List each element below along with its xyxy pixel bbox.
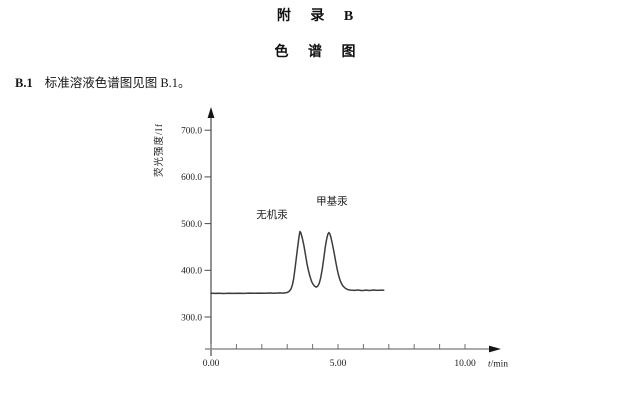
y-axis-label: 荧光强度/If <box>153 123 165 177</box>
x-axis-arrow-icon <box>489 345 501 353</box>
peak-annotation: 甲基汞 <box>316 194 348 207</box>
clause-number: B.1 <box>15 76 33 90</box>
chromatogram-figure: 300.0 400.0 500.0 600.0 700.0 0.00 5.00 10.00 t/… <box>140 103 532 398</box>
x-tick-label: 5.00 <box>330 359 347 369</box>
x-tick-label: 10.00 <box>454 359 476 369</box>
chromatogram-section-title: 色 谱 图 <box>274 45 357 60</box>
x-axis-label: t/min <box>488 360 508 370</box>
y-tick-label: 700.0 <box>181 127 202 137</box>
y-tick-label: 300.0 <box>181 313 202 323</box>
x-tick-label: 0.00 <box>203 359 220 369</box>
y-tick-label: 500.0 <box>181 220 202 230</box>
peak-annotation: 无机汞 <box>256 208 288 221</box>
appendix-title: 附 录 B <box>276 9 355 24</box>
signal-trace <box>210 230 385 295</box>
clause-text: 标准溶液色谱图见图 B.1。 <box>44 76 191 90</box>
y-tick-label: 400.0 <box>181 267 202 277</box>
y-axis-arrow-icon <box>207 107 215 118</box>
clause-b1: B.1 标准溶液色谱图见图 B.1。 <box>15 72 191 91</box>
chromatogram-chart: 300.0 400.0 500.0 600.0 700.0 0.00 5.00 10.00 t/… <box>153 107 508 370</box>
y-tick-label: 600.0 <box>181 173 202 183</box>
